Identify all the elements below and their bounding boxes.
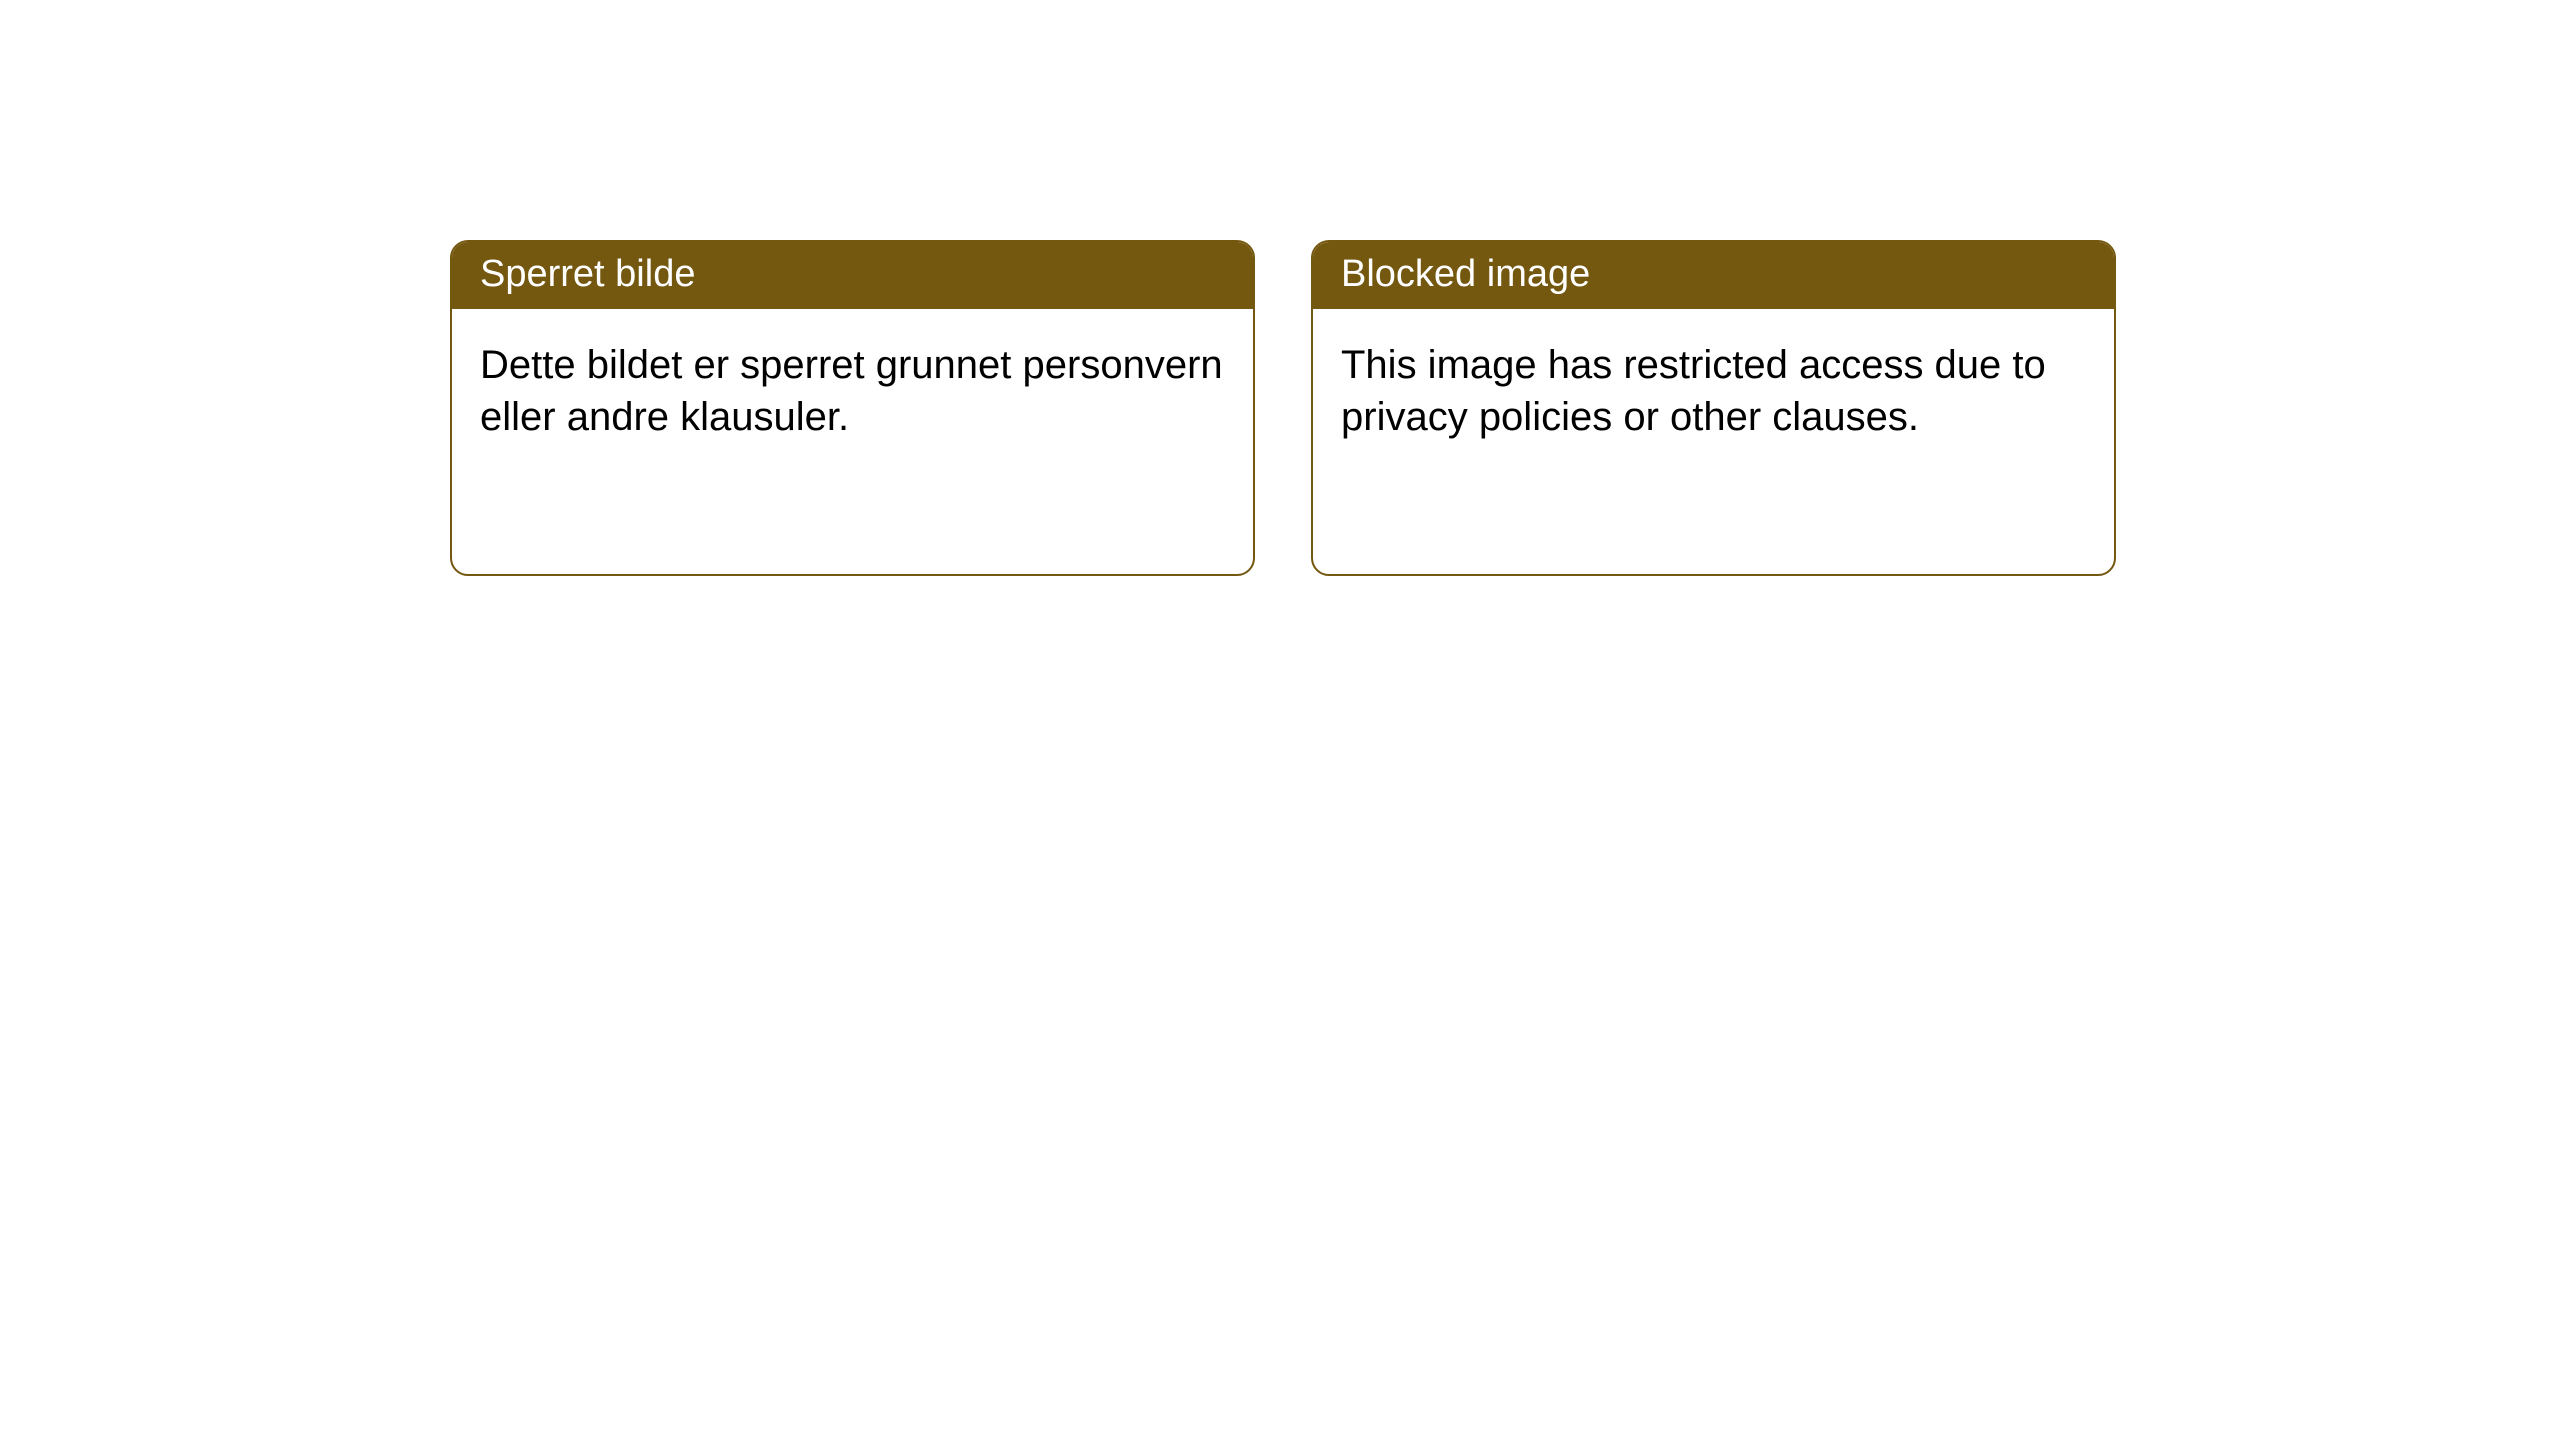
notice-body: This image has restricted access due to … [1313,309,2114,473]
notice-body: Dette bildet er sperret grunnet personve… [452,309,1253,473]
notice-container: Sperret bilde Dette bildet er sperret gr… [0,0,2560,576]
notice-card-norwegian: Sperret bilde Dette bildet er sperret gr… [450,240,1255,576]
notice-header: Sperret bilde [452,242,1253,309]
notice-card-english: Blocked image This image has restricted … [1311,240,2116,576]
notice-header: Blocked image [1313,242,2114,309]
